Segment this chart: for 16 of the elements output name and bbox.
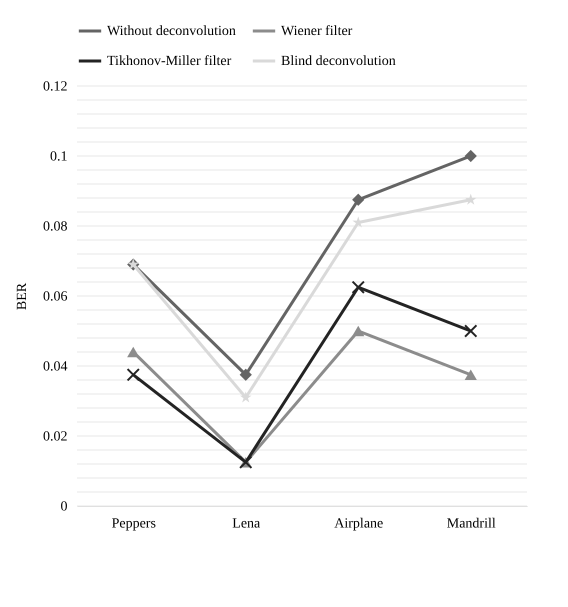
y-tick-label: 0.08 <box>43 220 68 234</box>
x-tick-label: Peppers <box>112 516 156 532</box>
x-tick-label: Airplane <box>334 516 384 532</box>
legend-label: Wiener filter <box>281 24 353 39</box>
y-tick-label: 0.02 <box>43 430 68 444</box>
y-tick-label: 0.1 <box>50 150 68 164</box>
y-tick-label: 0.12 <box>43 80 68 94</box>
legend-label: Blind deconvolution <box>281 54 396 69</box>
y-tick-label: 0 <box>60 500 68 514</box>
y-tick-label: 0.04 <box>43 360 68 374</box>
x-tick-label: Lena <box>232 516 262 532</box>
legend-label: Without deconvolution <box>107 24 236 39</box>
y-tick-label: 0.06 <box>43 290 68 304</box>
y-axis-title: BER <box>15 282 30 310</box>
x-tick-label: Mandrill <box>446 516 496 532</box>
legend-label: Tikhonov-Miller filter <box>107 54 232 69</box>
